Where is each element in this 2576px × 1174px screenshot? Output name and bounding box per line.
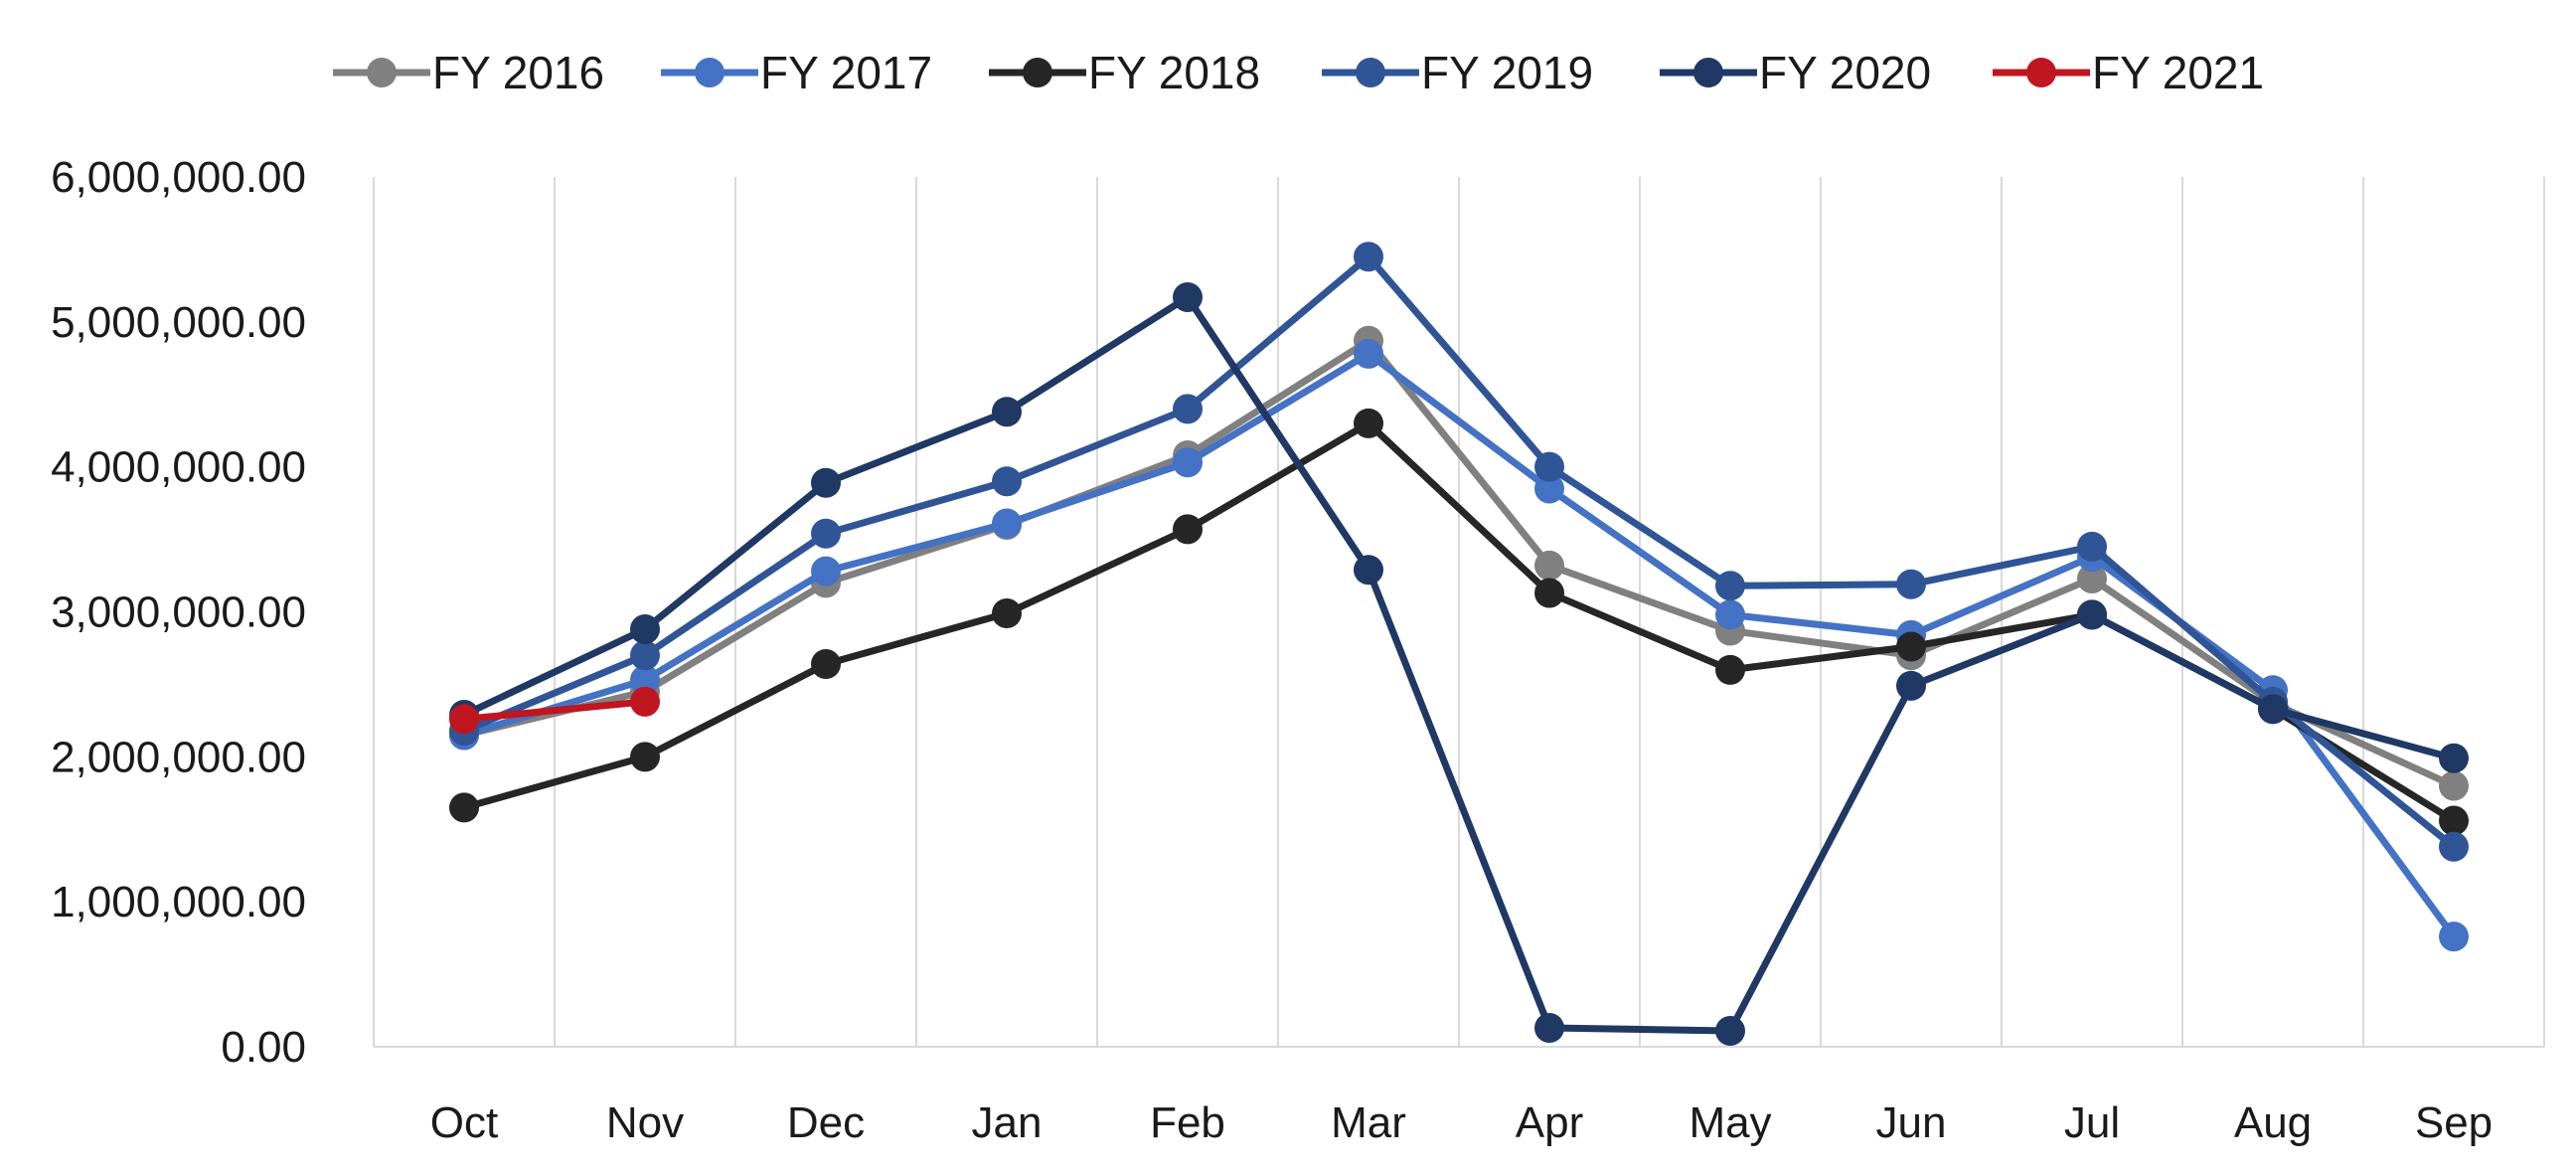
- y-tick-label: 5,000,000.00: [51, 298, 306, 347]
- x-tick-label: Jul: [2064, 1098, 2120, 1147]
- data-point: [992, 466, 1022, 497]
- legend-swatch-marker: [1023, 58, 1052, 87]
- data-point: [2439, 743, 2469, 773]
- x-tick-label: Jun: [1876, 1098, 1947, 1147]
- data-point: [630, 665, 660, 696]
- data-point: [811, 467, 841, 498]
- data-point: [1534, 1013, 1564, 1044]
- data-point: [1354, 408, 1383, 438]
- data-point: [1173, 394, 1203, 424]
- y-tick-label: 0.00: [221, 1023, 306, 1072]
- data-point: [1354, 242, 1383, 272]
- data-point: [1173, 514, 1203, 545]
- series-fy-2020: [449, 282, 2469, 1046]
- data-point: [811, 556, 841, 587]
- x-tick-label: Nov: [606, 1098, 684, 1147]
- data-point: [2439, 922, 2469, 952]
- series-line: [460, 698, 649, 723]
- gridlines: [373, 177, 2545, 1047]
- axes: 0.00 1,000,000.00 2,000,000.00 3,000,000.00…: [51, 153, 2544, 1147]
- data-point: [630, 640, 660, 671]
- series-line: [460, 350, 2458, 940]
- x-tick-label: Aug: [2234, 1098, 2312, 1147]
- data-point: [2077, 563, 2107, 593]
- legend-swatch-marker: [1693, 58, 1723, 87]
- x-tick-label: Feb: [1150, 1098, 1225, 1147]
- data-point: [2439, 831, 2469, 862]
- data-point: [1354, 338, 1383, 369]
- x-tick-label: Jan: [972, 1098, 1043, 1147]
- series-line: [460, 252, 2458, 851]
- legend: FY 2016 FY 2017 FY 2018 FY 2019 FY 2020 FY 20…: [333, 47, 2264, 98]
- legend-item: FY 2017: [661, 47, 932, 98]
- data-point: [449, 704, 479, 735]
- x-tick-label: Sep: [2415, 1098, 2493, 1147]
- data-point: [1534, 473, 1564, 504]
- data-point: [811, 649, 841, 679]
- data-point: [630, 686, 660, 717]
- legend-item: FY 2019: [1322, 47, 1593, 98]
- series-line: [460, 293, 2458, 1035]
- series-fy-2021: [449, 686, 660, 735]
- data-point: [2439, 805, 2469, 836]
- x-tick-label: Apr: [1516, 1098, 1583, 1147]
- legend-item: FY 2016: [333, 47, 604, 98]
- legend-label: FY 2021: [2092, 47, 2264, 98]
- x-tick-label: Mar: [1331, 1098, 1406, 1147]
- x-tick-label: Dec: [787, 1098, 865, 1147]
- x-tick-label: May: [1689, 1098, 1771, 1147]
- legend-label: FY 2020: [1759, 47, 1931, 98]
- y-tick-label: 6,000,000.00: [51, 153, 306, 202]
- y-tick-label: 2,000,000.00: [51, 733, 306, 781]
- data-point: [630, 742, 660, 772]
- data-point: [811, 518, 841, 549]
- legend-label: FY 2016: [432, 47, 604, 98]
- data-point: [1896, 670, 1926, 701]
- legend-label: FY 2018: [1088, 47, 1260, 98]
- data-point: [1896, 631, 1926, 662]
- data-point: [2077, 531, 2107, 562]
- data-point: [1715, 571, 1745, 601]
- y-tick-label: 4,000,000.00: [51, 443, 306, 492]
- legend-swatch-marker: [695, 58, 724, 87]
- y-tick-label: 1,000,000.00: [51, 878, 306, 926]
- data-point: [630, 614, 660, 644]
- data-point: [1534, 550, 1564, 581]
- data-point: [1715, 654, 1745, 685]
- data-point: [2258, 694, 2288, 725]
- data-point: [1534, 451, 1564, 482]
- data-point: [992, 597, 1022, 628]
- legend-swatch-marker: [2026, 58, 2056, 87]
- y-tick-label: 3,000,000.00: [51, 588, 306, 637]
- data-point: [1173, 447, 1203, 478]
- x-tick-label: Oct: [430, 1098, 498, 1147]
- legend-swatch-marker: [1356, 58, 1385, 87]
- data-point: [992, 508, 1022, 539]
- data-point: [2077, 599, 2107, 630]
- data-point: [1896, 569, 1926, 599]
- data-point: [1534, 578, 1564, 608]
- legend-swatch-marker: [367, 58, 397, 87]
- series-layer: [449, 242, 2469, 1046]
- legend-item: FY 2020: [1660, 47, 1931, 98]
- data-point: [1354, 555, 1383, 586]
- series-line: [460, 337, 2458, 789]
- data-point: [1715, 599, 1745, 630]
- data-point: [1173, 282, 1203, 313]
- legend-item: FY 2021: [1993, 47, 2264, 98]
- data-point: [2439, 770, 2469, 801]
- legend-label: FY 2017: [760, 47, 932, 98]
- legend-label: FY 2019: [1421, 47, 1593, 98]
- legend-item: FY 2018: [989, 47, 1260, 98]
- data-point: [1715, 1015, 1745, 1046]
- data-point: [449, 792, 479, 823]
- data-point: [992, 397, 1022, 427]
